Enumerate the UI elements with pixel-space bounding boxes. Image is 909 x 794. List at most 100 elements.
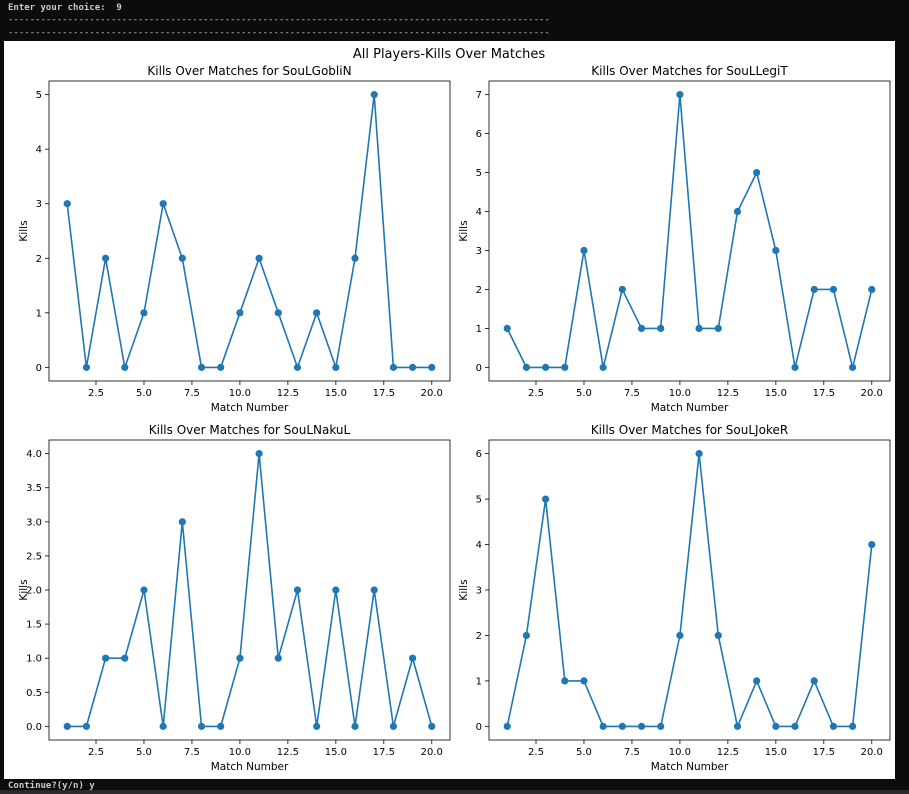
data-point [63,200,71,208]
data-point [102,254,110,262]
data-point [599,722,607,730]
data-point [351,722,359,730]
x-tick-label: 12.5 [717,388,739,399]
data-point [197,722,206,730]
data-point [542,495,550,503]
subplot-2: Kills Over Matches for SouLLegiT 2.5 5.0 7.… [458,64,891,414]
y-tick-label: 0.5 [26,688,42,699]
y-axis-label: Kills [458,579,470,600]
x-axis-label: Match Number [651,402,729,414]
data-point [255,450,263,458]
data-point [733,207,742,216]
data-point [829,722,837,730]
y-tick-label: 3.0 [26,517,42,528]
subplot-title: Kills Over Matches for SouLLegiT [591,64,788,78]
data-point [217,722,225,730]
x-tick-label: 20.0 [861,747,883,758]
data-point [82,722,91,730]
x-axis-label: Match Number [211,761,289,773]
data-point [618,722,626,730]
data-point [236,309,244,317]
data-point [197,363,206,371]
data-point [714,324,722,333]
y-tick-label: 3 [36,199,42,210]
data-point [313,722,321,730]
data-point [178,254,186,262]
y-tick-label: 5 [476,495,482,506]
x-tick-label: 17.5 [813,388,835,399]
data-point [618,285,626,294]
subplot-1: Kills Over Matches for SouLGobliN 2.5 5.0 7… [18,64,451,414]
y-tick-label: 0 [36,363,42,374]
subplot-title: Kills Over Matches for SouLNakuL [149,423,351,437]
x-axis-label: Match Number [651,761,729,773]
subplot-3: Kills Over Matches for SouLNakuL 2.5 5.0 7.… [18,423,451,773]
data-point [637,722,646,730]
x-tick-label: 15.0 [325,388,347,399]
data-point [370,91,378,99]
x-tick-label: 15.0 [765,388,787,399]
x-tick-label: 10.0 [669,388,691,399]
data-point [791,722,799,730]
x-tick-label: 12.5 [717,747,739,758]
y-tick-label: 4.0 [26,449,42,460]
data-point [178,518,186,526]
y-tick-label: 2.0 [26,586,42,597]
data-point [408,363,417,371]
x-tick-label: 15.0 [765,747,787,758]
x-tick-label: 7.5 [184,388,200,399]
data-point [522,363,531,371]
x-tick-label: 20.0 [421,388,443,399]
x-tick-label: 2.5 [528,388,544,399]
data-point [791,363,799,371]
x-tick-label: 17.5 [813,747,835,758]
data-point [274,654,282,662]
y-tick-label: 2 [476,285,482,296]
axes-frame [48,439,451,741]
data-point [389,363,397,371]
x-tick-label: 7.5 [184,747,200,758]
y-tick-label: 2 [476,631,482,642]
subplot-title: Kills Over Matches for SouLGobliN [147,64,351,78]
terminal-separator: ----------------------------------------… [8,28,550,38]
y-tick-label: 4 [476,207,482,218]
y-tick-label: 4 [476,540,482,551]
data-point [159,200,167,208]
data-point [351,254,359,262]
data-point [332,363,340,371]
y-tick-label: 1.5 [26,620,42,631]
plot-figure: All Players-Kills Over Matches Kills Ove… [4,41,895,779]
x-tick-label: 12.5 [277,747,299,758]
y-tick-label: 5 [476,168,482,179]
y-tick-label: 6 [476,129,482,140]
terminal-separator: ----------------------------------------… [8,15,550,25]
terminal-prompt-choice: Enter your choice: 9 [8,3,122,13]
data-point [676,631,684,640]
x-tick-label: 5.0 [136,388,152,399]
data-point [293,363,302,371]
data-point [657,722,665,730]
y-tick-label: 0.0 [26,722,42,733]
data-point [542,363,550,371]
x-tick-label: 7.5 [624,388,640,399]
data-point [389,722,397,730]
series-line [66,94,432,371]
data-point [370,586,378,594]
data-point [868,540,876,549]
data-point [657,324,665,333]
x-tick-label: 2.5 [88,388,104,399]
figure-suptitle: All Players-Kills Over Matches [353,47,545,62]
y-tick-label: 1 [476,324,482,335]
x-tick-label: 20.0 [421,747,443,758]
series-line [506,453,873,730]
x-tick-label: 12.5 [277,388,299,399]
x-tick-label: 7.5 [624,747,640,758]
data-point [255,254,263,262]
x-tick-label: 20.0 [861,388,883,399]
y-tick-label: 1 [36,308,42,319]
data-point [503,722,511,730]
data-point [561,363,569,371]
y-axis-label: Kills [18,220,30,241]
y-tick-label: 2.5 [26,551,42,562]
data-point [121,654,129,662]
